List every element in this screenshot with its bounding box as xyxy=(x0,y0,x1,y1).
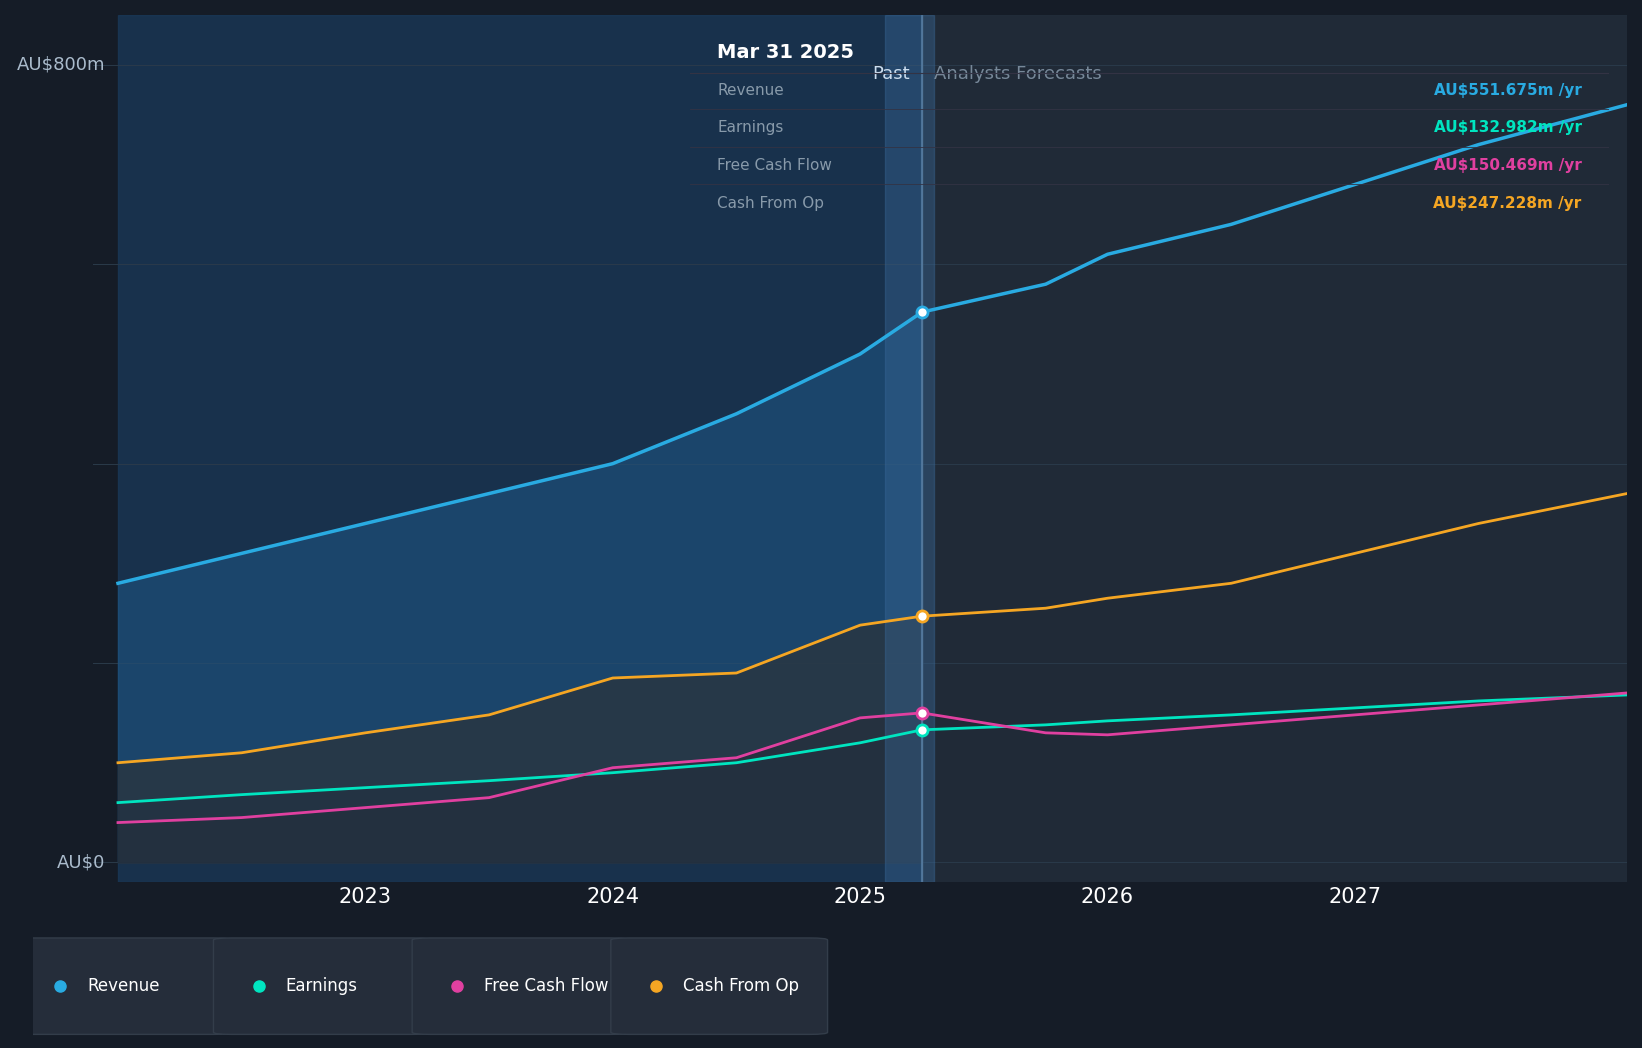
Bar xyxy=(921,15,1627,882)
Text: AU$800m: AU$800m xyxy=(16,56,105,73)
Text: Earnings: Earnings xyxy=(718,121,783,135)
FancyBboxPatch shape xyxy=(412,938,629,1034)
FancyBboxPatch shape xyxy=(611,938,828,1034)
Text: Mar 31 2025: Mar 31 2025 xyxy=(718,43,854,62)
Text: AU$551.675m /yr: AU$551.675m /yr xyxy=(1433,83,1581,97)
Text: Cash From Op: Cash From Op xyxy=(683,977,800,996)
FancyBboxPatch shape xyxy=(15,938,232,1034)
Text: Analysts Forecasts: Analysts Forecasts xyxy=(934,65,1102,84)
Bar xyxy=(118,15,921,882)
Text: Revenue: Revenue xyxy=(87,977,159,996)
Text: Past: Past xyxy=(872,65,910,84)
Text: Free Cash Flow: Free Cash Flow xyxy=(484,977,609,996)
Text: Revenue: Revenue xyxy=(718,83,783,97)
Bar xyxy=(885,15,934,882)
Text: AU$132.982m /yr: AU$132.982m /yr xyxy=(1433,121,1581,135)
Text: AU$247.228m /yr: AU$247.228m /yr xyxy=(1433,196,1581,211)
Text: AU$0: AU$0 xyxy=(57,853,105,872)
Text: Free Cash Flow: Free Cash Flow xyxy=(718,158,832,173)
Text: AU$150.469m /yr: AU$150.469m /yr xyxy=(1433,158,1581,173)
FancyBboxPatch shape xyxy=(213,938,430,1034)
Text: Earnings: Earnings xyxy=(286,977,358,996)
Text: Cash From Op: Cash From Op xyxy=(718,196,824,211)
